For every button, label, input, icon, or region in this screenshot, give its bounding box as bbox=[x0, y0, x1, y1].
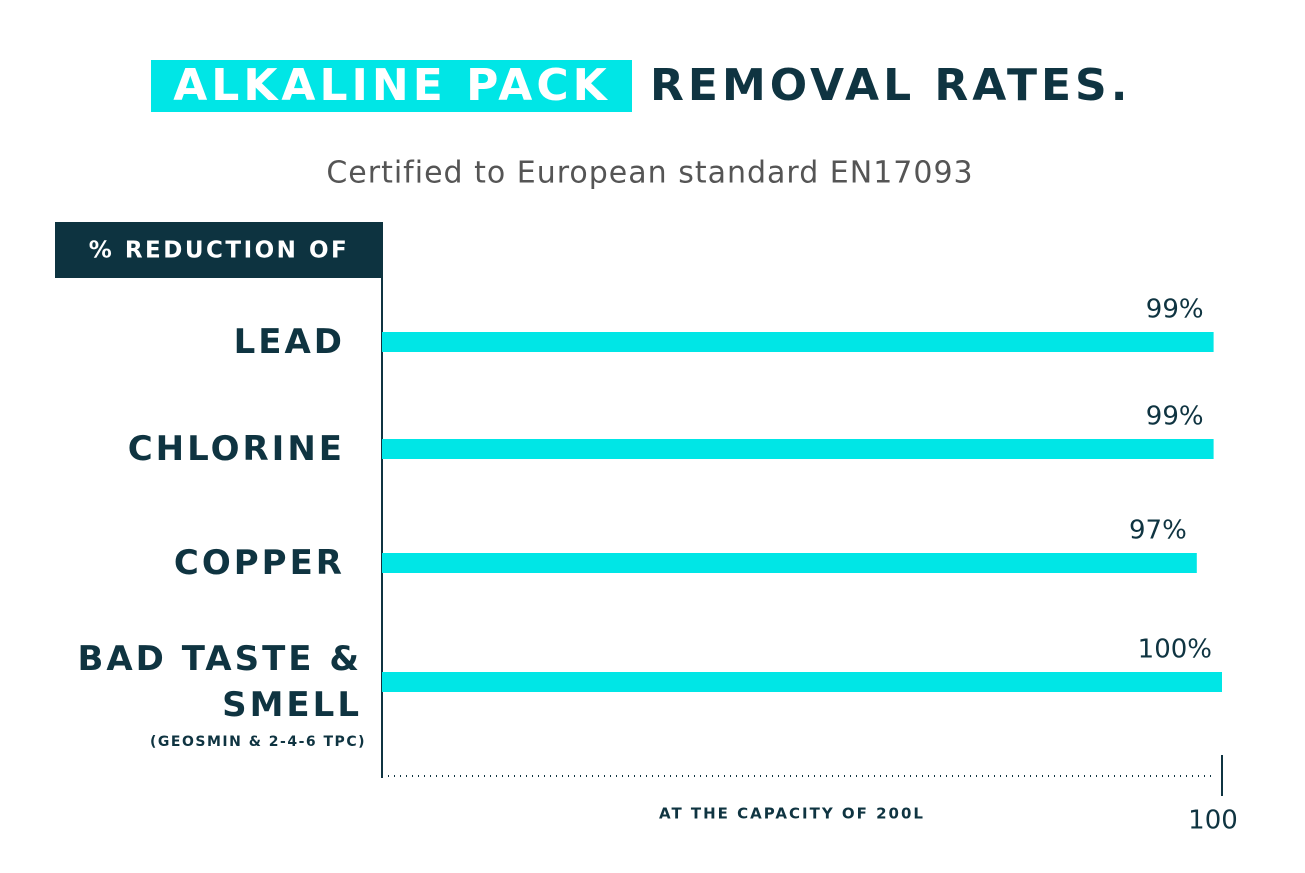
y-label: % REDUCTION OF bbox=[89, 238, 349, 264]
category-label: CHLORINE bbox=[127, 429, 345, 469]
category-label: BAD TASTE & SMELL bbox=[77, 639, 362, 725]
title-highlight-box bbox=[151, 60, 632, 112]
value-label: 97% bbox=[1129, 516, 1187, 546]
chart-subtitle: Certified to European standard EN17093 bbox=[326, 156, 973, 191]
x-label: AT THE CAPACITY OF 200L bbox=[659, 805, 925, 823]
category-label: LEAD bbox=[233, 322, 345, 362]
bar bbox=[382, 332, 1214, 352]
value-label: 99% bbox=[1146, 402, 1204, 432]
category-note: (GEOSMIN & 2-4-6 TPC) bbox=[150, 734, 366, 750]
title-highlight: ALKALINE PACK bbox=[173, 60, 611, 111]
bar bbox=[382, 672, 1222, 692]
chart-title: REMOVAL RATES. bbox=[650, 60, 1131, 111]
bar bbox=[382, 439, 1214, 459]
value-label: 99% bbox=[1146, 295, 1204, 325]
value-label: 100% bbox=[1138, 635, 1212, 665]
bar bbox=[382, 553, 1197, 573]
x-tick-label: 100 bbox=[1188, 806, 1238, 836]
y-label-box bbox=[55, 222, 383, 278]
category-label: COPPER bbox=[173, 543, 345, 583]
